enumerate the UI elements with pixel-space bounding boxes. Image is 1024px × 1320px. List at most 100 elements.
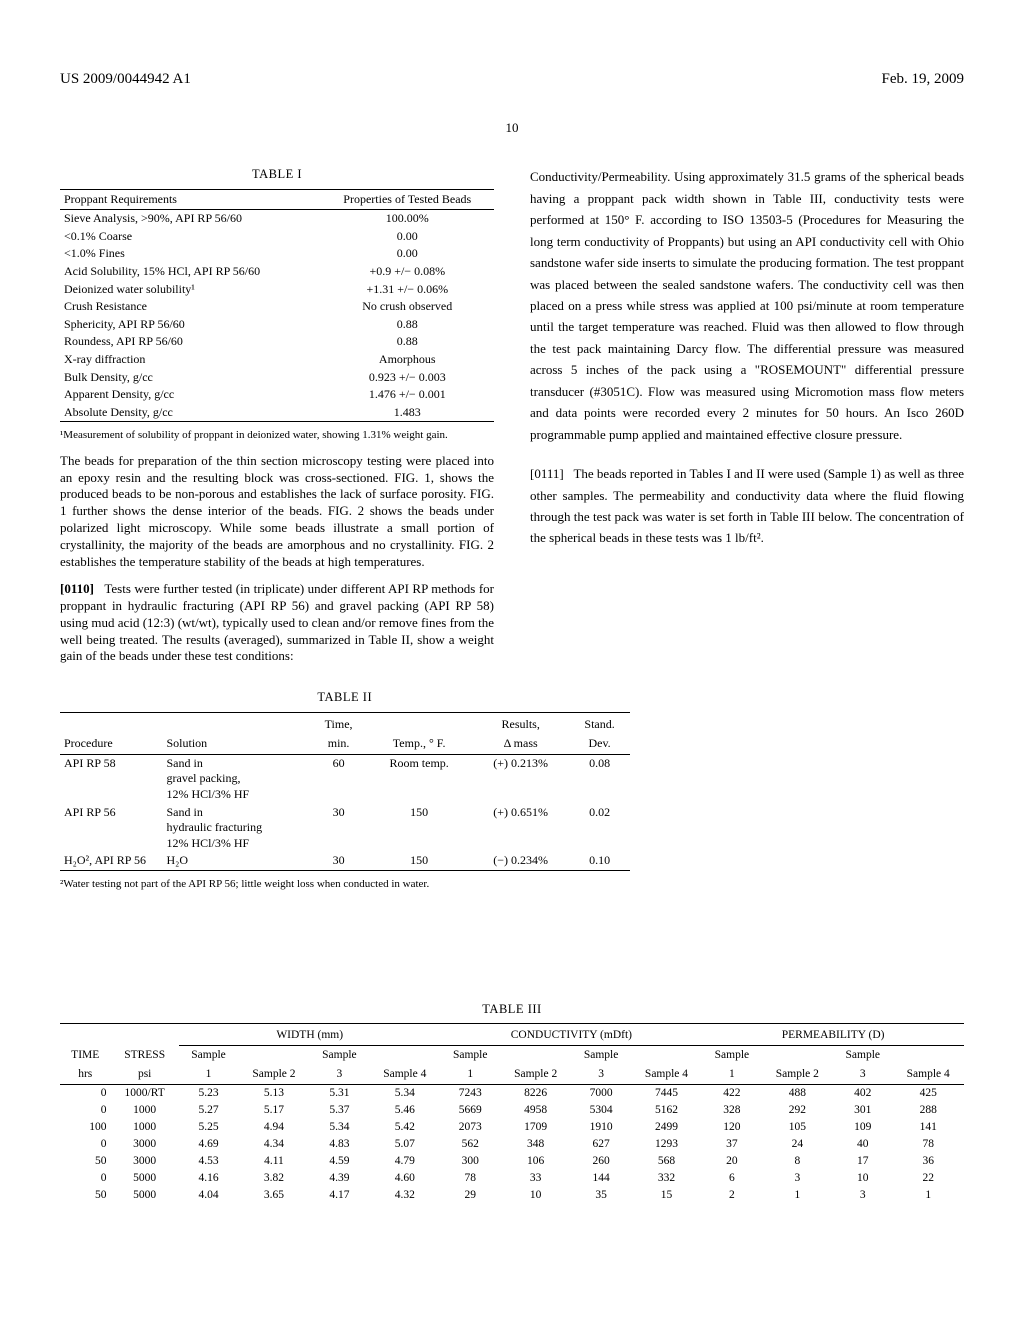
cell: 3.65 <box>238 1187 309 1204</box>
cell: 0.00 <box>321 245 494 263</box>
cell: 4.60 <box>369 1170 440 1187</box>
table-row: Sphericity, API RP 56/600.88 <box>60 316 494 334</box>
cell: 3000 <box>110 1136 178 1153</box>
t3-s3a-1: Sample <box>310 1046 369 1065</box>
cell: 4958 <box>500 1102 571 1119</box>
cell: 144 <box>571 1170 630 1187</box>
t3-s3b-2: 3 <box>571 1065 630 1084</box>
cell: 4.34 <box>238 1136 309 1153</box>
t2-h1 <box>60 715 163 735</box>
cell: Apparent Density, g/cc <box>60 386 321 404</box>
t3-g1: WIDTH (mm) <box>179 1026 441 1045</box>
cell: 4.17 <box>310 1187 369 1204</box>
cell: 100.00% <box>321 210 494 228</box>
t2-h4-blank <box>367 715 472 735</box>
cell: 4.32 <box>369 1187 440 1204</box>
cell: 33 <box>500 1170 571 1187</box>
t2-h4: Temp., ° F. <box>367 734 472 754</box>
cell: 5669 <box>441 1102 500 1119</box>
cell: 0 <box>60 1085 110 1102</box>
table-row: 010005.275.175.375.465669495853045162328… <box>60 1102 964 1119</box>
table-row: API RP 56Sand in hydraulic fracturing 12… <box>60 804 630 853</box>
cell: (+) 0.651% <box>472 804 570 853</box>
right-para-1: Conductivity/Permeability. Using approxi… <box>530 166 964 445</box>
cell: 2073 <box>441 1119 500 1136</box>
table1-h1: Proppant Requirements <box>60 189 321 210</box>
para-label-0110: [0110] <box>60 581 94 596</box>
cell: 106 <box>500 1153 571 1170</box>
cell: 4.53 <box>179 1153 238 1170</box>
cell: 5.13 <box>238 1085 309 1102</box>
doc-date: Feb. 19, 2009 <box>882 70 965 90</box>
cell: 488 <box>762 1085 833 1102</box>
cell: 292 <box>762 1102 833 1119</box>
cell: 7243 <box>441 1085 500 1102</box>
cell: (−) 0.234% <box>472 852 570 870</box>
cell: 30 <box>311 804 367 853</box>
cell: 10 <box>833 1170 892 1187</box>
cell: H₂O <box>163 852 311 870</box>
cell: Sieve Analysis, >90%, API RP 56/60 <box>60 210 321 228</box>
t2-h6b: Dev. <box>570 734 630 754</box>
right-para-2: [0111] The beads reported in Tables I an… <box>530 463 964 549</box>
table2-title: TABLE II <box>60 689 630 705</box>
cell: 4.04 <box>179 1187 238 1204</box>
table-row: Sieve Analysis, >90%, API RP 56/60100.00… <box>60 210 494 228</box>
cell: 24 <box>762 1136 833 1153</box>
cell: 6 <box>702 1170 761 1187</box>
t3-s4-1: Sample 4 <box>369 1065 440 1084</box>
cell: Crush Resistance <box>60 298 321 316</box>
table-row: 01000/RT5.235.135.315.347243822670007445… <box>60 1085 964 1102</box>
cell: 50 <box>60 1187 110 1204</box>
cell: 7000 <box>571 1085 630 1102</box>
cell: API RP 56 <box>60 804 163 853</box>
cell: 288 <box>892 1102 964 1119</box>
right-column: Conductivity/Permeability. Using approxi… <box>530 166 964 665</box>
t3-s4-2: Sample 4 <box>631 1065 702 1084</box>
t2-h2b: Solution <box>163 734 311 754</box>
left-para-2-text: Tests were further tested (in triplicate… <box>60 581 494 664</box>
cell: 0.02 <box>570 804 630 853</box>
cell: 7445 <box>631 1085 702 1102</box>
cell: 3000 <box>110 1153 178 1170</box>
cell: 1.483 <box>321 404 494 422</box>
cell: 1000 <box>110 1102 178 1119</box>
cell: 120 <box>702 1119 761 1136</box>
cell: 150 <box>367 804 472 853</box>
table-row: Deionized water solubility¹+1.31 +/− 0.0… <box>60 281 494 299</box>
table-row: 030004.694.344.835.075623486271293372440… <box>60 1136 964 1153</box>
t3-s2-1: Sample 2 <box>238 1065 309 1084</box>
cell: +0.9 +/− 0.08% <box>321 263 494 281</box>
cell: 0.88 <box>321 316 494 334</box>
cell: 5.23 <box>179 1085 238 1102</box>
cell: 4.79 <box>369 1153 440 1170</box>
t2-h3b: min. <box>311 734 367 754</box>
t3-s3a-2: Sample <box>571 1046 630 1065</box>
cell: 0.88 <box>321 333 494 351</box>
cell: <0.1% Coarse <box>60 228 321 246</box>
cell: 50 <box>60 1153 110 1170</box>
cell: 1293 <box>631 1136 702 1153</box>
cell: 0 <box>60 1170 110 1187</box>
cell: 78 <box>441 1170 500 1187</box>
table-row: 050004.163.824.394.607833144332631022 <box>60 1170 964 1187</box>
t3-s1b-1: 1 <box>179 1065 238 1084</box>
table-row: Acid Solubility, 15% HCl, API RP 56/60+0… <box>60 263 494 281</box>
table-row: <1.0% Fines0.00 <box>60 245 494 263</box>
t3-g3: PERMEABILITY (D) <box>702 1026 964 1045</box>
cell: 3 <box>762 1170 833 1187</box>
table-row: 5050004.043.654.174.32291035152131 <box>60 1187 964 1204</box>
cell: 5.34 <box>369 1085 440 1102</box>
cell: 17 <box>833 1153 892 1170</box>
cell: 5.46 <box>369 1102 440 1119</box>
cell: 37 <box>702 1136 761 1153</box>
table-row: Bulk Density, g/cc0.923 +/− 0.003 <box>60 369 494 387</box>
table-row: X-ray diffractionAmorphous <box>60 351 494 369</box>
table1-footnote: ¹Measurement of solubility of proppant i… <box>60 428 494 442</box>
cell: 4.11 <box>238 1153 309 1170</box>
left-para-1: The beads for preparation of the thin se… <box>60 453 494 571</box>
cell: 5.31 <box>310 1085 369 1102</box>
table2-footnote: ²Water testing not part of the API RP 56… <box>60 877 630 891</box>
cell: 1.476 +/− 0.001 <box>321 386 494 404</box>
cell: Room temp. <box>367 754 472 803</box>
